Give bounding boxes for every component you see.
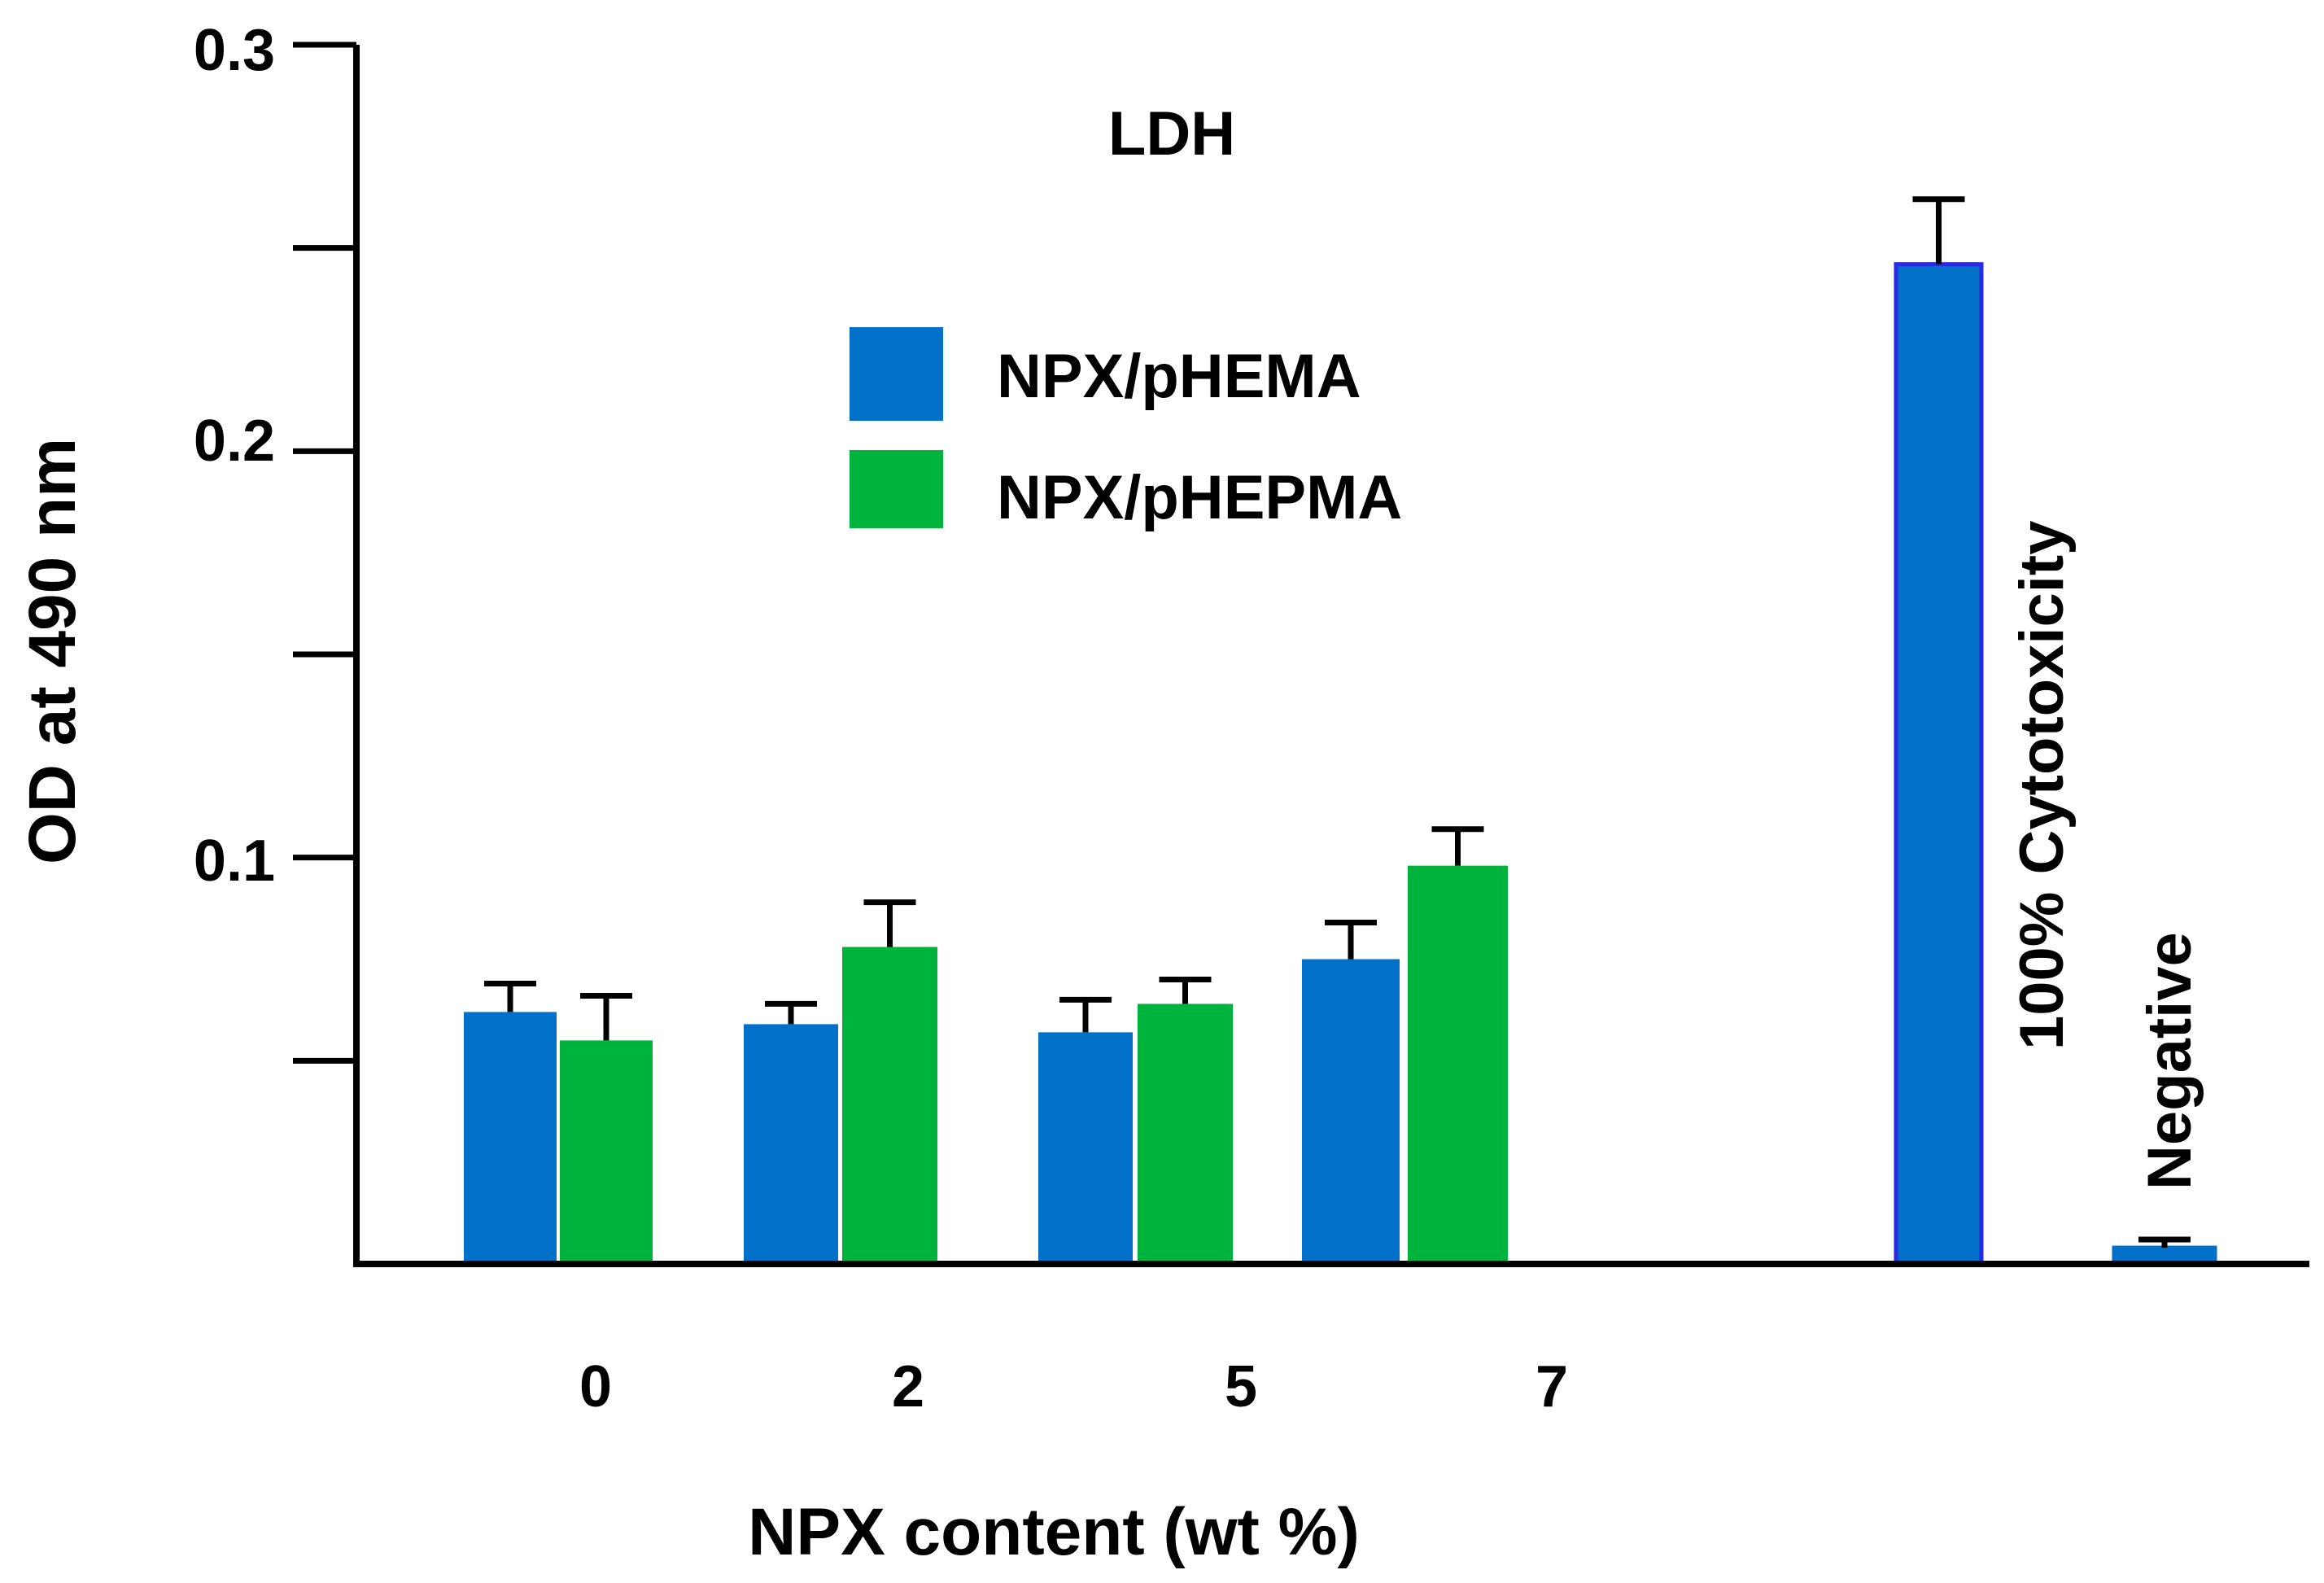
y-tick-label-0.2: 0.2	[194, 409, 275, 474]
legend: NPX/pHEMA NPX/pHEPMA	[850, 327, 1402, 532]
bar-npx-phepma-7	[1408, 865, 1508, 1264]
error-bar-npx-phepma-5	[1159, 976, 1212, 1004]
bar-npx-phepma-2	[842, 947, 937, 1264]
legend-swatch-npx-phepma	[850, 450, 943, 528]
error-bar-control-100-cytotoxicity	[1912, 196, 1965, 265]
bar-control-100-cytotoxicity	[1894, 262, 1984, 1266]
bars-layer	[464, 262, 2217, 1266]
error-bars-layer	[484, 196, 2191, 1248]
x-tick-label-5: 5	[1225, 1354, 1257, 1419]
bar-npx-phepma-0	[560, 1040, 653, 1264]
x-tick-label-2: 2	[892, 1354, 924, 1419]
y-axis-title: OD at 490 nm	[15, 438, 90, 864]
y-tick-label-0.3: 0.3	[194, 18, 275, 83]
bar-npx-phema-7	[1302, 959, 1400, 1264]
error-bar-npx-phema-7	[1325, 920, 1377, 960]
error-bar-npx-phepma-2	[863, 899, 916, 947]
x-tick-label-7: 7	[1536, 1354, 1568, 1419]
legend-label-npx-phepma: NPX/pHEPMA	[997, 463, 1402, 532]
error-bar-npx-phema-2	[765, 1000, 817, 1025]
bar-npx-phema-2	[744, 1024, 838, 1264]
chart-title: LDH	[1108, 99, 1235, 168]
control-label-100-cytotoxicity: 100% Cytotoxicity	[2007, 521, 2077, 1050]
error-bar-npx-phema-5	[1059, 996, 1112, 1033]
control-label-negative: Negative	[2135, 932, 2204, 1190]
error-bar-npx-phema-0	[484, 980, 536, 1012]
bar-npx-phema-5	[1038, 1032, 1133, 1264]
bar-npx-phema-0	[464, 1012, 557, 1264]
legend-swatch-npx-phema	[850, 327, 943, 421]
bar-npx-phepma-5	[1138, 1004, 1233, 1264]
error-bar-control-negative	[2138, 1236, 2191, 1248]
x-axis-title: NPX content (wt %)	[748, 1495, 1360, 1569]
error-bar-npx-phepma-0	[580, 992, 632, 1041]
legend-label-npx-phema: NPX/pHEMA	[997, 342, 1361, 411]
y-tick-label-0.1: 0.1	[194, 829, 275, 894]
error-bar-npx-phepma-7	[1431, 826, 1484, 866]
x-tick-label-0: 0	[579, 1354, 612, 1419]
y-ticks-layer	[293, 42, 356, 1064]
